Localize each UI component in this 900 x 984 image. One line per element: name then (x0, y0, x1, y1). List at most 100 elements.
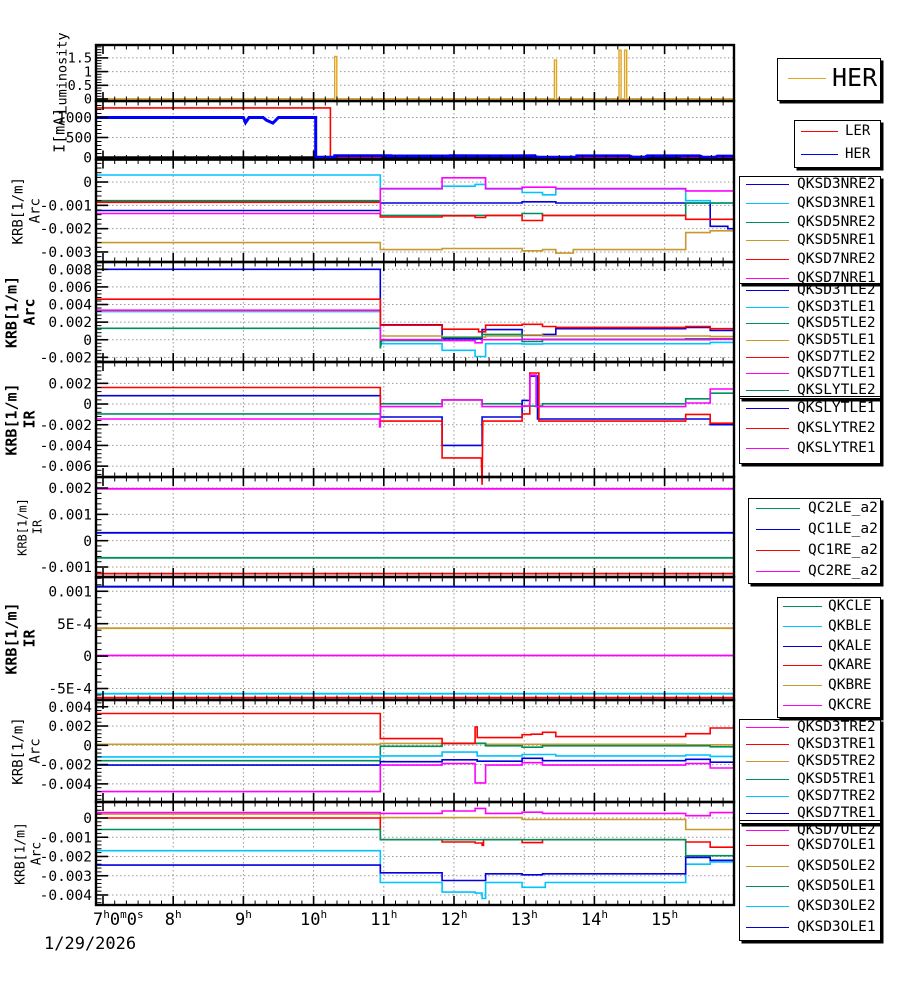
legend-label: QKSD5OLE2 (797, 857, 876, 874)
plot-frame (94, 99, 736, 161)
legend-label: QKSD3OLE2 (797, 898, 876, 915)
series-HER (96, 116, 734, 159)
legend-label: QKCRE (828, 697, 872, 714)
series-QKSD3TRE1 (96, 712, 734, 745)
legend-label: QKSD5TRE2 (797, 753, 876, 770)
x-axis-labels: 7h​0m​0s​ 8h​ 9h​ 10h​ 11h​ 12h​ 13h​ 14h​ 15h​ (93, 908, 678, 930)
legend-line-sample (746, 778, 789, 780)
series-LER (96, 107, 734, 159)
series-QKSD5TRE1 (96, 742, 734, 762)
legend-line-sample (746, 306, 789, 308)
legend-label: QKSD7TLE1 (797, 365, 876, 382)
legend-line-sample (788, 77, 826, 79)
y-tick-label: 0.002 (48, 315, 92, 331)
y-tick-label: -0.001 (40, 198, 92, 214)
legend-label: QKSD7TRE1 (797, 805, 876, 822)
legend-line-sample (746, 813, 789, 815)
legend-label: QKALE (828, 637, 872, 654)
legend-line-sample (746, 340, 789, 341)
y-tick-label: -0.003 (40, 869, 92, 885)
legend-line-sample (756, 507, 800, 509)
legend-line-sample (756, 549, 800, 551)
legend-line-sample (783, 605, 822, 607)
axis-title: KRB[1/m] (14, 822, 29, 885)
plot-frame (94, 575, 736, 702)
y-tick-label: 0 (83, 534, 92, 550)
legend-box-arc-tre (739, 719, 881, 824)
y-tick-label: -0.003 (40, 245, 92, 261)
y-tick-label: -5E-4 (48, 682, 92, 698)
legend-label: QKSD5TLE2 (797, 315, 876, 332)
legend-label: QC1RE_a2 (808, 541, 878, 558)
legend-line-sample (746, 845, 789, 847)
axis-title: KRB[1/m] (10, 717, 26, 784)
y-tick-label: 0.002 (48, 719, 92, 735)
legend-label: QC2RE_a2 (808, 562, 878, 579)
y-tick-label: 1000 (57, 111, 92, 127)
legend-label: QKSD3TLE1 (797, 298, 876, 315)
legend-box-arc-ole (739, 820, 881, 941)
legend-line-sample (746, 184, 789, 186)
legend-label: HER (832, 63, 878, 92)
legend-line-sample (746, 906, 789, 908)
series-QKSD7OLE1 (96, 817, 734, 848)
legend-label: QC2LE_a2 (808, 499, 878, 516)
legend-line-sample (746, 290, 789, 292)
y-tick-label: -0.006 (40, 459, 92, 475)
y-tick-label: 0 (83, 397, 92, 413)
legend-label: QKSLYTRE1 (797, 440, 876, 456)
axis-title: IR (20, 629, 38, 648)
y-tick-label: 0.001 (48, 507, 92, 523)
series-QKSD5TRE2 (96, 742, 734, 746)
series-QKSLYTLE1 (96, 375, 734, 447)
y-tick-label: 0.002 (48, 481, 92, 497)
y-tick-label: 0.008 (48, 262, 92, 278)
legend-line-sample (746, 277, 789, 279)
legend-label: QC1LE_a2 (808, 520, 878, 537)
axis-title: Luminosity (55, 32, 71, 113)
legend-line-sample (783, 705, 822, 707)
axis-title: Arc (27, 738, 43, 763)
plot-ir-qk: 0.001 5E-4 0 -5E-4 KRB[1/m] IR (2, 575, 736, 702)
legend-line-sample (746, 356, 789, 358)
legend-label: QKSLYTLE2 (797, 381, 876, 398)
legend-line-sample (746, 259, 789, 260)
legend-line-sample (746, 830, 789, 832)
series-QKSD5TLE1 (96, 309, 734, 338)
legend-line-sample (783, 665, 822, 667)
plot-current: 1000 500 0 I[mA] (50, 99, 736, 167)
y-tick-label: 1 (84, 64, 92, 80)
legend-line-sample (746, 240, 789, 242)
legend-label: QKSD3TRE1 (797, 735, 876, 752)
legend-label: QKSLYTLE1 (797, 400, 876, 416)
axis-title: I[mA] (50, 108, 68, 153)
legend-label: QKSD3TLE2 (797, 282, 876, 299)
legend-line-sample (783, 645, 822, 647)
legend-label: QKSD7NRE1 (797, 269, 876, 286)
x-tick-label: 13h​ (511, 908, 538, 930)
y-tick-label: 1.5 (68, 51, 92, 67)
legend-box-ir-qk (777, 597, 881, 718)
axis-title: KRB[1/m] (2, 602, 20, 674)
y-tick-label: 0.5 (68, 78, 92, 94)
legend-line-sample (746, 221, 789, 223)
axis-title: IR (20, 410, 38, 429)
x-tick-label: 12h​ (440, 908, 467, 930)
legend-box-her (777, 58, 881, 101)
y-tick-label: 0.006 (48, 280, 92, 296)
legend-label: QKBRE (828, 677, 872, 694)
plot-arc-ole: 0 -0.001 -0.002 -0.003 -0.004 KRB[1/m] Arc (14, 800, 736, 907)
x-tick-label: 15h​ (651, 908, 678, 930)
axis-title: Arc (30, 842, 45, 865)
series-QKSD7TLE1 (96, 309, 734, 344)
series-QKSD3TLE1 (96, 310, 734, 358)
series-QKSD7TRE2 (96, 751, 734, 758)
series-QKSD5NRE1 (96, 230, 734, 254)
series-QKSD7NRE1 (96, 177, 734, 215)
y-tick-label: 0 (83, 649, 92, 665)
plot-frame (94, 800, 736, 907)
series-QKSD5OLE2 (96, 813, 734, 831)
series-QKSLYTRE2 (96, 372, 734, 485)
x-tick-label: 7h​0m​0s​ (93, 908, 144, 930)
